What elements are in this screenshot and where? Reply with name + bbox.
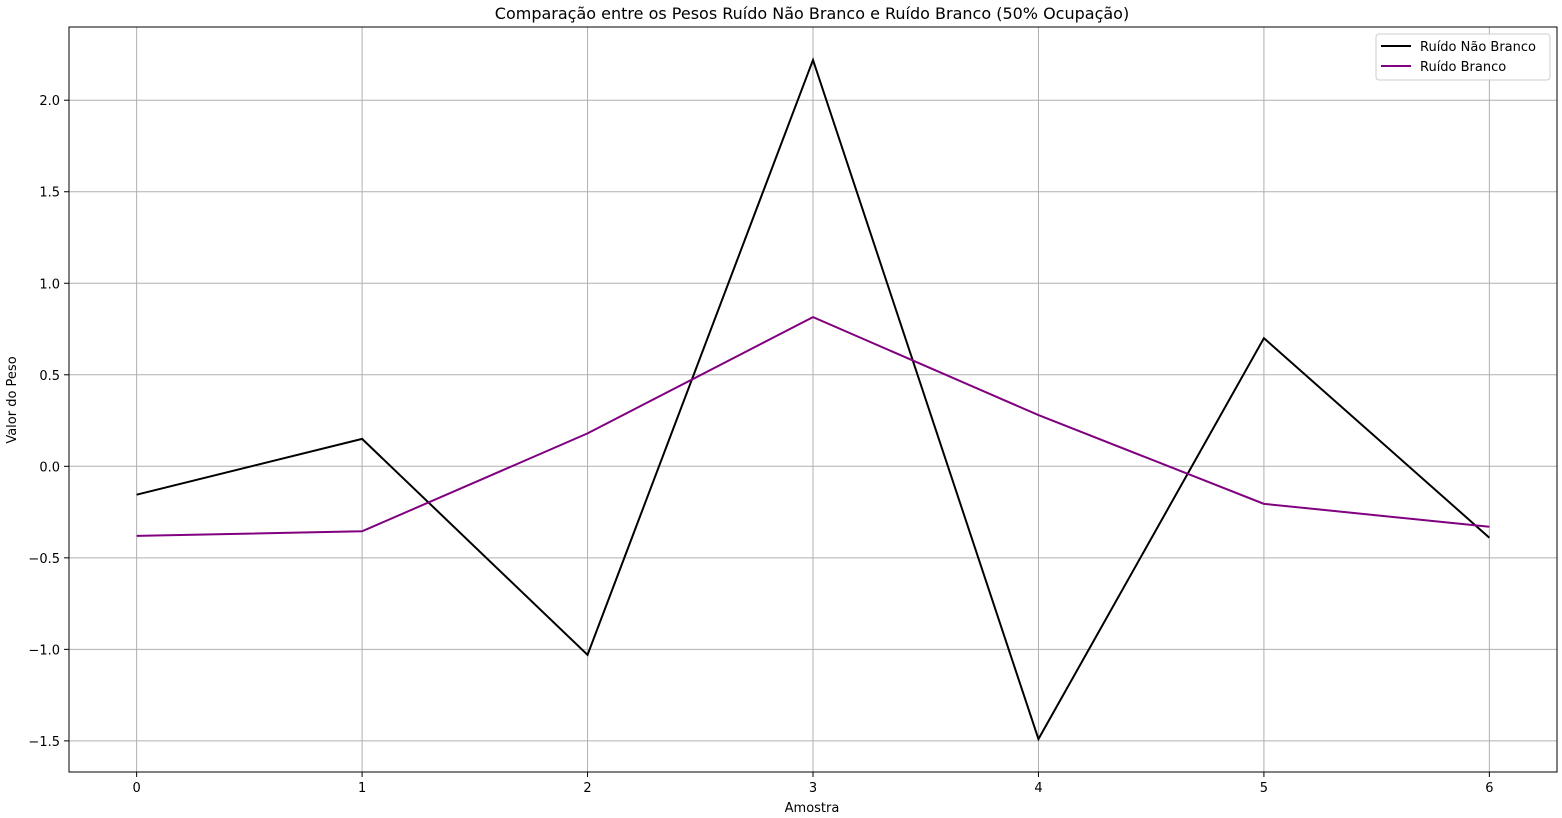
chart-title: Comparação entre os Pesos Ruído Não Bran… bbox=[495, 4, 1129, 23]
series-layer bbox=[136, 56, 1491, 742]
x-tick-label: 0 bbox=[132, 781, 140, 796]
y-tick-label: −1.0 bbox=[28, 643, 60, 658]
y-tick-label: 1.5 bbox=[39, 186, 60, 201]
y-axis-ticks: −1.5 −1.0 −0.5 0.0 0.5 1.0 1.5 2.0 bbox=[28, 94, 69, 750]
grid-layer bbox=[69, 27, 1557, 772]
y-tick-label: −0.5 bbox=[28, 552, 60, 567]
x-tick-label: 1 bbox=[358, 781, 366, 796]
x-tick-label: 3 bbox=[809, 781, 817, 796]
y-axis-label: Valor do Peso bbox=[5, 356, 20, 443]
legend: Ruído Não Branco Ruído Branco bbox=[1375, 33, 1551, 81]
legend-box bbox=[1375, 33, 1551, 81]
legend-label-ruido-nao-branco: Ruído Não Branco bbox=[1420, 40, 1536, 55]
y-tick-label: −1.5 bbox=[28, 735, 60, 750]
x-axis-ticks: 0 1 2 3 4 5 6 bbox=[132, 772, 1494, 796]
y-tick-label: 1.0 bbox=[39, 277, 60, 292]
x-tick-label: 4 bbox=[1034, 781, 1042, 796]
x-tick-label: 2 bbox=[583, 781, 591, 796]
y-tick-label: 0.0 bbox=[39, 460, 60, 475]
y-tick-label: 0.5 bbox=[39, 369, 60, 384]
x-tick-label: 6 bbox=[1485, 781, 1493, 796]
y-tick-label: 2.0 bbox=[39, 94, 60, 109]
legend-label-ruido-branco: Ruído Branco bbox=[1420, 60, 1506, 75]
x-tick-label: 5 bbox=[1260, 781, 1268, 796]
x-axis-label: Amostra bbox=[785, 801, 840, 816]
